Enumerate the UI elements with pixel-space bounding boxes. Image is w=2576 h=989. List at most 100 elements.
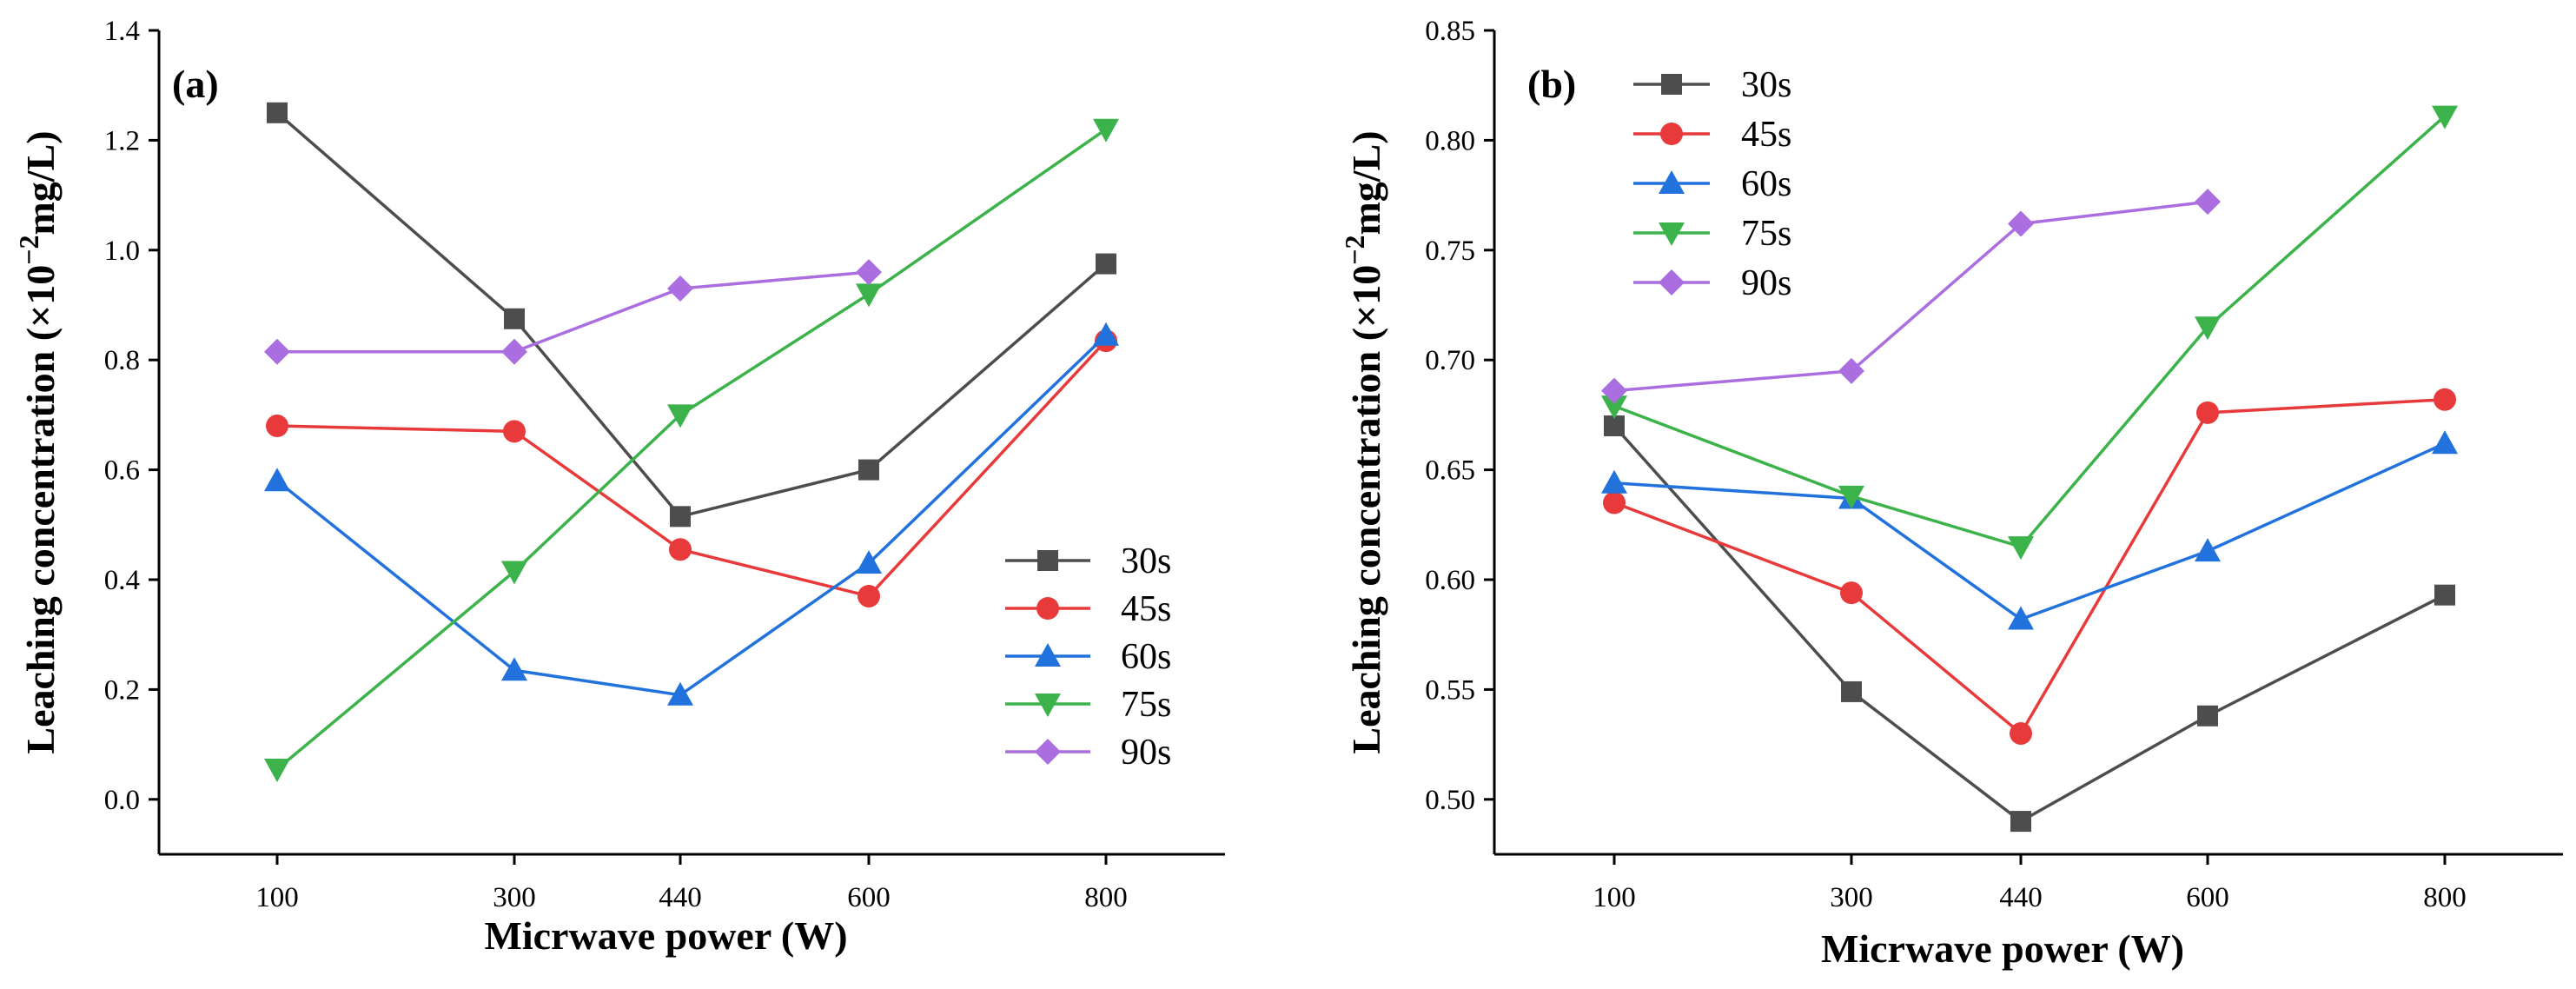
data-point-90s	[2195, 189, 2221, 216]
y-tick-label: 1.4	[104, 16, 140, 47]
data-point-60s	[2008, 606, 2034, 630]
y-tick-label: 0.70	[1425, 345, 1475, 376]
data-point-45s	[1840, 581, 1863, 605]
data-point-45s	[2196, 401, 2219, 424]
series-line-90s	[277, 270, 870, 354]
x-tick-label: 440	[659, 882, 702, 913]
data-point-75s	[264, 759, 290, 783]
y-axis-title-prefix: Leaching concentration (×10	[18, 265, 63, 754]
legend-label: 60s	[1741, 164, 1791, 204]
y-axis-title-exponent: −2	[13, 236, 44, 265]
data-point-90s	[1601, 377, 1627, 404]
data-point-30s	[504, 308, 525, 329]
y-tick-label: 0.80	[1425, 125, 1475, 156]
data-point-75s	[856, 283, 882, 308]
data-point-30s	[267, 102, 288, 123]
series-line-60s	[1613, 441, 2446, 621]
data-point-45s	[2434, 388, 2456, 411]
y-tick-label: 0.55	[1425, 674, 1475, 706]
y-tick-label: 0.85	[1425, 16, 1475, 47]
series-line-45s	[276, 339, 1108, 598]
data-point-45s	[266, 415, 288, 438]
y-tick-label: 0.6	[104, 455, 140, 487]
y-axis-title-suffix: mg/L)	[1344, 130, 1388, 235]
x-tick-label: 300	[1830, 882, 1873, 913]
data-point-60s	[501, 657, 527, 681]
data-point-75s	[501, 561, 527, 585]
panel-label: (b)	[1527, 62, 1576, 106]
data-point-45s	[503, 420, 526, 443]
data-point-45s	[1603, 491, 1626, 514]
legend-swatch-marker	[1659, 222, 1685, 246]
legend-label: 45s	[1741, 115, 1791, 155]
y-tick-label: 0.65	[1425, 455, 1475, 487]
legend-label: 30s	[1121, 541, 1171, 581]
legend-swatch-marker	[1037, 550, 1058, 571]
series-line-90s	[1613, 200, 2208, 393]
series-line-75s	[275, 128, 1107, 771]
x-tick-label: 100	[1593, 882, 1636, 913]
data-point-60s	[2432, 430, 2458, 455]
legend-label: 45s	[1121, 589, 1171, 629]
legend-label: 90s	[1741, 263, 1791, 303]
legend-swatch-marker	[1035, 739, 1061, 765]
legend-swatch-marker	[1660, 123, 1683, 145]
data-point-75s	[2195, 316, 2221, 341]
y-tick-label: 0.0	[104, 785, 140, 816]
data-point-90s	[501, 338, 527, 365]
series-line-75s	[1613, 115, 2447, 549]
data-point-60s	[1093, 322, 1119, 346]
y-tick-label: 1.2	[104, 125, 140, 156]
y-axis-title-exponent: −2	[1339, 236, 1370, 265]
data-point-30s	[670, 506, 691, 528]
legend-label: 30s	[1741, 65, 1791, 105]
y-axis-title-suffix: mg/L)	[18, 130, 63, 235]
data-point-75s	[2008, 536, 2034, 561]
data-point-60s	[856, 550, 882, 574]
x-tick-label: 100	[255, 882, 299, 913]
data-point-45s	[858, 584, 880, 607]
data-point-30s	[1841, 680, 1862, 702]
data-point-90s	[264, 338, 290, 365]
legend-label: 90s	[1121, 733, 1171, 773]
x-tick-label: 440	[1999, 882, 2043, 913]
x-axis-title: Micrwave power (W)	[1821, 926, 2184, 971]
y-tick-label: 1.0	[104, 236, 140, 267]
y-tick-label: 0.8	[104, 345, 140, 376]
data-point-60s	[2195, 538, 2221, 562]
legend-swatch-marker	[1659, 170, 1685, 194]
y-tick-label: 0.2	[104, 674, 140, 706]
data-point-45s	[2010, 721, 2032, 745]
chart-panel-a: 0.0 0.2 0.4 0.6 0.8 1.0 1.2 1.4 100 300 440 600 800 M…	[13, 16, 1225, 958]
y-tick-label: 0.60	[1425, 565, 1475, 596]
y-axis-title-prefix: Leaching concentration (×10	[1344, 265, 1388, 754]
data-point-75s	[1838, 485, 1864, 509]
data-point-90s	[667, 275, 693, 302]
x-tick-label: 600	[847, 882, 891, 913]
data-point-45s	[669, 538, 692, 561]
data-point-60s	[264, 468, 290, 492]
y-tick-label: 0.50	[1425, 785, 1475, 816]
data-point-75s	[1093, 118, 1119, 143]
data-point-60s	[667, 681, 693, 706]
chart-panel-b: 0.50 0.55 0.60 0.65 0.70 0.75 0.80 0.85 100 300 44…	[1339, 16, 2563, 971]
x-tick-label: 600	[2186, 882, 2229, 913]
data-point-30s	[2197, 705, 2218, 727]
y-axis-title: Leaching concentration (×10−2mg/L)	[13, 130, 63, 753]
legend-swatch-marker	[1035, 694, 1061, 717]
data-point-75s	[1601, 395, 1627, 420]
data-point-90s	[856, 259, 882, 286]
data-point-30s	[2434, 584, 2455, 606]
data-point-75s	[2432, 105, 2458, 129]
y-tick-label: 0.75	[1425, 236, 1475, 267]
legend-swatch-marker	[1659, 269, 1685, 295]
legend-swatch-marker	[1035, 643, 1061, 667]
data-point-30s	[2010, 811, 2031, 833]
data-point-60s	[1601, 469, 1627, 494]
y-axis-title: Leaching concentration (×10−2mg/L)	[1339, 130, 1388, 753]
x-tick-label: 800	[2423, 882, 2467, 913]
x-tick-label: 800	[1084, 882, 1128, 913]
data-point-30s	[1096, 253, 1116, 275]
y-tick-label: 0.4	[104, 565, 140, 596]
